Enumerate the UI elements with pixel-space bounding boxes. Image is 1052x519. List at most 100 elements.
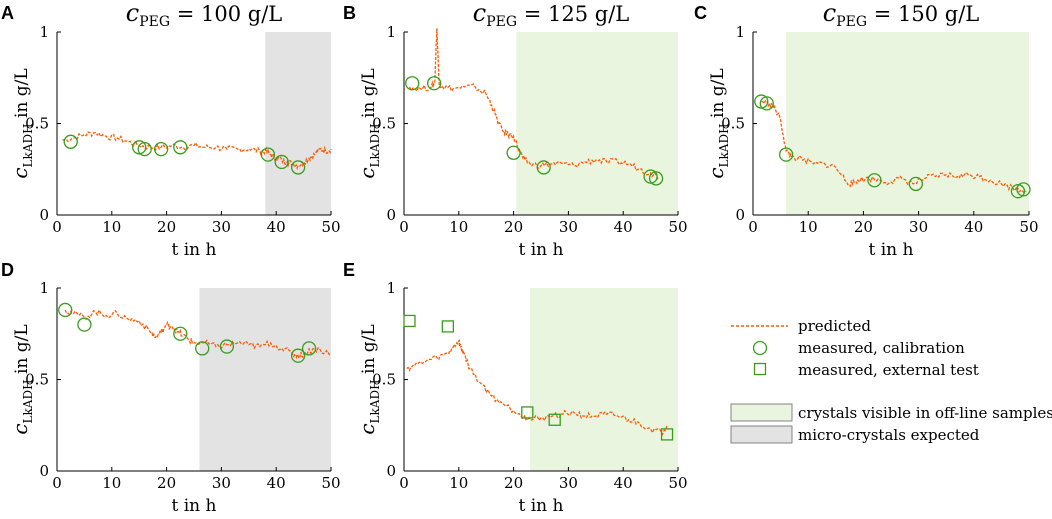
shaded-region-micro <box>199 288 331 471</box>
y-tick-label: 1 <box>735 23 745 41</box>
x-tick-label: 30 <box>559 474 578 492</box>
x-tick-label: 50 <box>668 218 687 236</box>
calibration-point <box>867 173 882 188</box>
shaded-region-crystals <box>516 32 678 215</box>
calibration-point <box>506 145 521 160</box>
x-tick-label: 40 <box>614 474 633 492</box>
x-tick-label: 10 <box>449 474 468 492</box>
y-tick-label: 0 <box>386 462 396 480</box>
calibration-point <box>260 147 276 162</box>
shaded-region-crystals <box>530 288 678 471</box>
panel-d: 0 10 20 30 40 50 0 0.5 1 t in h cLkADH in g/L D <box>1 260 341 516</box>
external-test-point <box>521 406 534 419</box>
x-tick-label: 30 <box>559 218 578 236</box>
calibration-point <box>137 141 152 157</box>
y-tick-label: 0.5 <box>721 115 745 133</box>
x-tick-label: 40 <box>964 218 983 236</box>
calibration-point <box>1010 184 1026 199</box>
predicted-line <box>406 338 668 436</box>
y-tick-label: 0 <box>39 206 49 224</box>
x-tick-label: 20 <box>157 218 176 236</box>
calibration-point <box>1016 182 1031 197</box>
legend-predicted-label: predicted <box>798 317 871 335</box>
calibration-point <box>754 94 769 109</box>
legend-calibration-marker <box>752 340 768 356</box>
predicted-line <box>64 308 332 360</box>
calibration-point <box>77 317 92 332</box>
legend-external-marker <box>753 362 767 376</box>
calibration-point <box>63 134 78 149</box>
calibration-point <box>778 147 794 162</box>
calibration-point <box>173 326 188 341</box>
x-tick-label: 0 <box>748 218 758 236</box>
x-tick-label: 20 <box>157 474 176 492</box>
y-axis-label: cLkADH in g/L <box>355 68 382 178</box>
calibration-point <box>173 140 188 155</box>
x-tick-label: 30 <box>212 474 231 492</box>
calibration-point <box>274 154 289 170</box>
x-tick-label: 50 <box>321 218 340 236</box>
shaded-region-micro <box>265 32 331 215</box>
calibration-point <box>290 160 306 175</box>
x-axis-label: t in h <box>172 240 217 260</box>
panel-title: cPEG = 125 g/L <box>473 0 630 30</box>
x-tick-label: 40 <box>267 474 286 492</box>
predicted-line <box>62 131 332 171</box>
calibration-point <box>643 169 658 184</box>
x-tick-label: 10 <box>102 218 121 236</box>
calibration-point <box>536 160 551 175</box>
panel-letter: B <box>343 3 356 23</box>
y-axis-label: cLkADH in g/L <box>355 324 382 434</box>
x-tick-label: 20 <box>854 218 873 236</box>
x-axis-label: t in h <box>519 496 564 516</box>
y-tick-label: 0.5 <box>372 371 396 389</box>
legend: predicted measured, calibration measured… <box>730 317 1052 444</box>
x-tick-label: 0 <box>52 474 62 492</box>
x-tick-label: 40 <box>614 218 633 236</box>
external-test-point <box>441 320 454 333</box>
panel-title: cPEG = 100 g/L <box>126 0 283 30</box>
panel-letter: D <box>1 260 14 280</box>
calibration-point <box>908 176 923 192</box>
calibration-point <box>195 341 210 356</box>
legend-crystals-swatch <box>730 403 793 422</box>
x-axis-label: t in h <box>519 240 564 260</box>
panel-letter: E <box>343 260 355 280</box>
y-tick-label: 0 <box>386 206 396 224</box>
calibration-point <box>132 140 147 155</box>
y-axis-label: cLkADH in g/L <box>8 324 35 434</box>
calibration-point <box>405 76 420 91</box>
calibration-point <box>648 171 664 186</box>
y-tick-label: 1 <box>386 279 396 297</box>
calibration-point <box>426 76 442 91</box>
x-tick-label: 0 <box>399 218 409 236</box>
legend-micro-label: micro-crystals expected <box>798 426 980 444</box>
legend-micro-swatch <box>730 425 793 444</box>
x-tick-label: 20 <box>504 218 523 236</box>
x-tick-label: 50 <box>1019 218 1038 236</box>
predicted-line <box>408 28 660 180</box>
calibration-point <box>153 141 169 157</box>
calibration-point <box>219 339 235 354</box>
x-tick-label: 50 <box>321 474 340 492</box>
legend-external-label: measured, external test <box>798 361 979 379</box>
x-tick-label: 30 <box>909 218 928 236</box>
x-tick-label: 0 <box>399 474 409 492</box>
legend-calibration-label: measured, calibration <box>798 339 965 357</box>
panel-title: cPEG = 150 g/L <box>823 0 980 30</box>
calibration-point <box>290 348 306 363</box>
x-axis-label: t in h <box>869 240 914 260</box>
panel-b: 0 10 20 30 40 50 0 0.5 1 t in h cLkADH in g/L cPEG … <box>343 0 688 260</box>
external-test-point <box>548 413 561 426</box>
y-axis-label: cLkADH in g/L <box>8 68 35 178</box>
y-tick-label: 1 <box>39 23 49 41</box>
x-tick-label: 20 <box>504 474 523 492</box>
x-tick-label: 40 <box>267 218 286 236</box>
calibration-point <box>759 96 774 111</box>
x-tick-label: 10 <box>449 218 468 236</box>
calibration-point <box>301 341 317 356</box>
y-tick-label: 0 <box>39 462 49 480</box>
panel-c: 0 10 20 30 40 50 0 0.5 1 t in h cLkADH in g/L cPEG … <box>694 0 1039 260</box>
